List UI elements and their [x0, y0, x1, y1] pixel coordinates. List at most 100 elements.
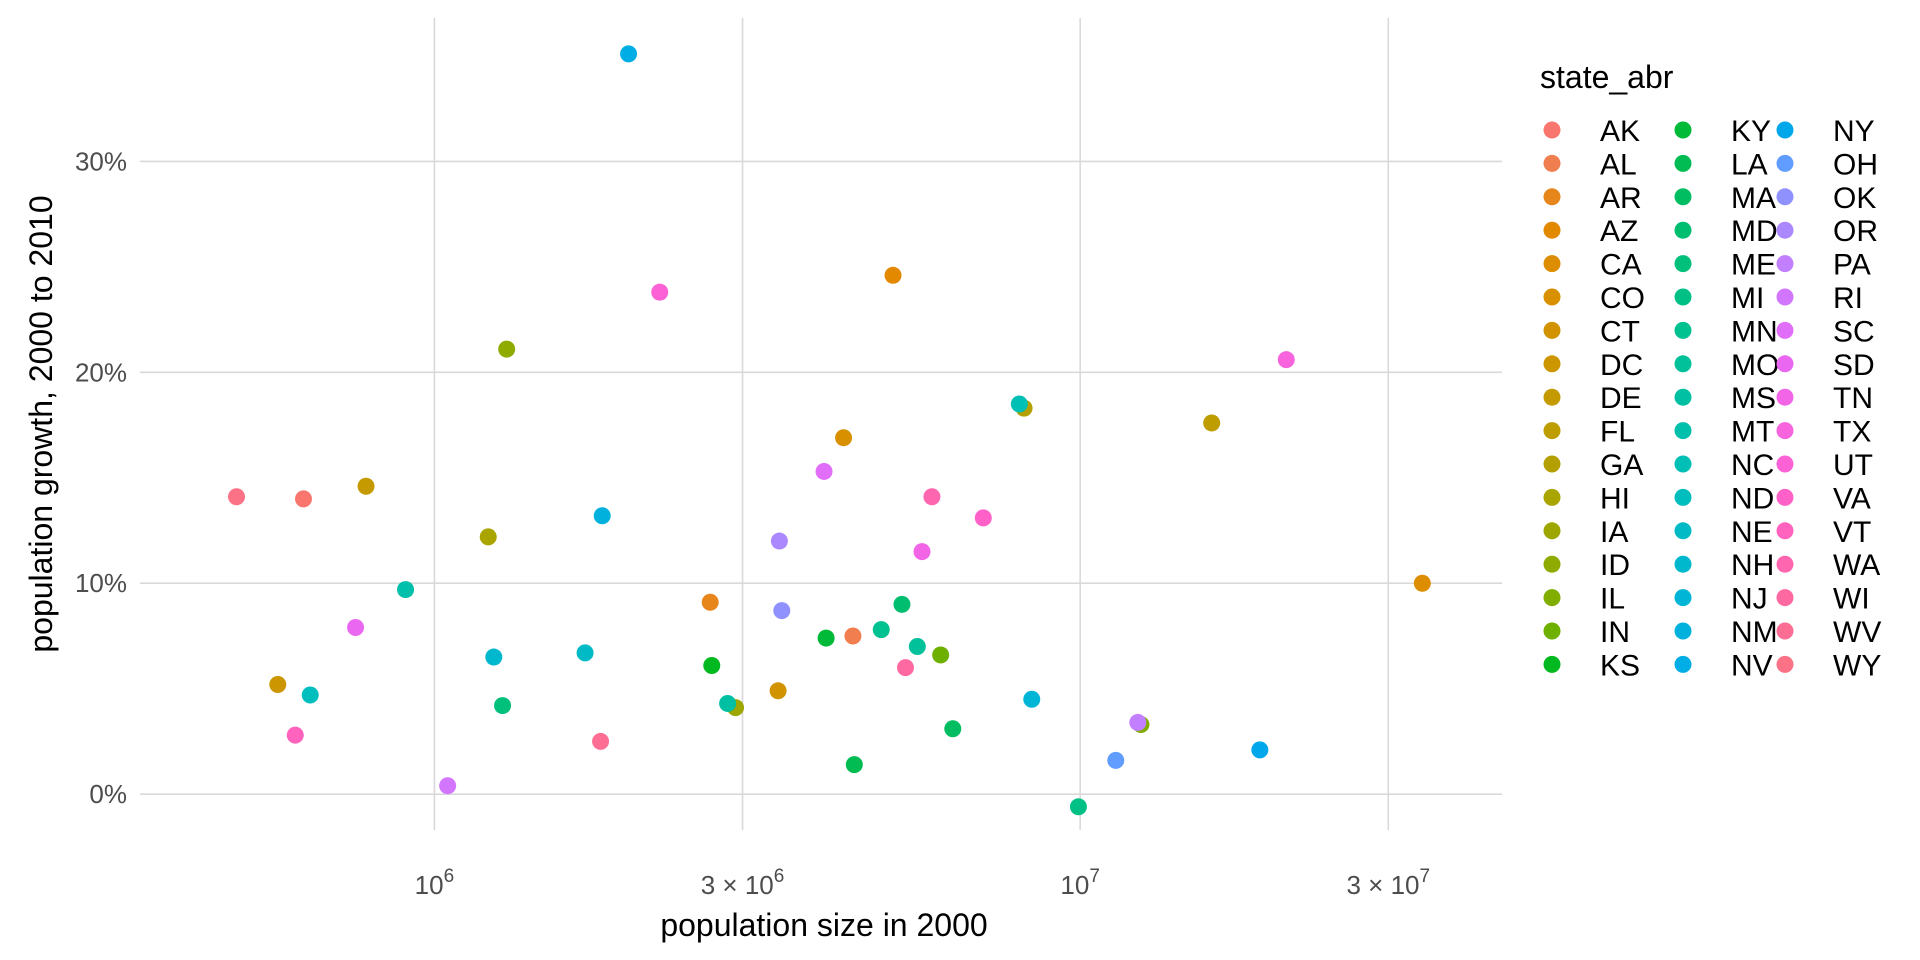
legend-label: RI	[1833, 282, 1863, 315]
legend-label: LA	[1731, 148, 1768, 181]
legend-key	[1674, 455, 1692, 473]
point-al	[844, 627, 862, 645]
legend-label: CA	[1600, 249, 1642, 282]
legend-key	[1543, 388, 1561, 406]
point-ak	[294, 490, 312, 508]
legend-key	[1776, 154, 1794, 172]
legend-item-nc: NC	[1674, 449, 1774, 482]
legend-key	[1543, 555, 1561, 573]
x-axis-ticks: 106 3 × 106 107 3 × 107	[415, 866, 1430, 900]
legend-label: FL	[1600, 416, 1635, 449]
x-tick-times-sign: ×	[1361, 870, 1391, 900]
legend-item-nj: NJ	[1674, 583, 1768, 616]
legend-label: ID	[1600, 549, 1630, 582]
legend-item-al: AL	[1543, 148, 1637, 181]
legend-label: DC	[1600, 349, 1643, 382]
x-axis-title: population size in 2000	[660, 907, 987, 943]
legend-label: IL	[1600, 583, 1625, 616]
legend-item-nd: ND	[1674, 482, 1774, 515]
legend-item-de: DE	[1543, 382, 1642, 415]
point-ne	[576, 644, 594, 662]
point-sc	[815, 462, 833, 480]
legend-item-ia: IA	[1543, 516, 1628, 549]
legend-item-dc: DC	[1543, 349, 1643, 382]
legend-item-md: MD	[1674, 215, 1778, 248]
x-tick-label: 106	[415, 866, 455, 900]
point-va	[974, 509, 992, 527]
point-ar	[701, 593, 719, 611]
legend-key	[1543, 321, 1561, 339]
legend-key	[1776, 455, 1794, 473]
point-az	[884, 266, 902, 284]
legend-label: AR	[1600, 182, 1642, 215]
y-tick-label: 30%	[75, 146, 127, 176]
x-tick-exponent: 7	[1089, 866, 1100, 887]
legend-label: KY	[1731, 115, 1771, 148]
legend-key	[1674, 655, 1692, 673]
legend-label: MS	[1731, 382, 1776, 415]
legend-item-ok: OK	[1776, 182, 1876, 215]
legend-label: ND	[1731, 482, 1774, 515]
legend-label: TX	[1833, 416, 1871, 449]
point-ny	[1251, 741, 1269, 759]
legend-item-fl: FL	[1543, 416, 1635, 449]
legend-label: CO	[1600, 282, 1645, 315]
legend-key	[1776, 555, 1794, 573]
legend-item-va: VA	[1776, 482, 1871, 515]
point-or	[770, 532, 788, 550]
point-hi	[479, 528, 497, 546]
legend-key	[1543, 255, 1561, 273]
legend-key	[1674, 622, 1692, 640]
legend-label: WA	[1833, 549, 1880, 582]
legend-label: MD	[1731, 215, 1778, 248]
point-ma	[944, 720, 962, 738]
legend-item-ga: GA	[1543, 449, 1643, 482]
legend-label: OK	[1833, 182, 1876, 215]
legend-label: MI	[1731, 282, 1764, 315]
legend-label: SC	[1833, 315, 1875, 348]
legend-label: IA	[1600, 516, 1628, 549]
legend-item-mn: MN	[1674, 315, 1778, 348]
point-vt	[286, 726, 304, 744]
legend-key	[1543, 154, 1561, 172]
legend-label: WY	[1833, 649, 1881, 682]
legend-label: MO	[1731, 349, 1779, 382]
legend-key	[1776, 655, 1794, 673]
legend-key	[1674, 522, 1692, 540]
point-pa	[1129, 713, 1147, 731]
legend-key	[1776, 422, 1794, 440]
legend-key	[1543, 121, 1561, 139]
legend-key	[1674, 121, 1692, 139]
legend-item-ky: KY	[1674, 115, 1771, 148]
legend-key	[1543, 422, 1561, 440]
legend-label: NC	[1731, 449, 1774, 482]
legend-label: DE	[1600, 382, 1642, 415]
y-tick-label: 0%	[89, 779, 127, 809]
point-wi	[896, 659, 914, 677]
legend-label: NM	[1731, 616, 1778, 649]
legend-label: UT	[1833, 449, 1873, 482]
legend-key	[1543, 288, 1561, 306]
point-nd	[301, 686, 319, 704]
legend-item-in: IN	[1543, 616, 1630, 649]
point-mi	[1069, 798, 1087, 816]
legend-key	[1674, 589, 1692, 607]
point-ms	[719, 694, 737, 712]
point-wv	[592, 732, 610, 750]
legend-key	[1674, 388, 1692, 406]
point-ca	[1413, 574, 1431, 592]
point-fl	[1203, 414, 1221, 432]
y-axis-ticks: 0% 10% 20% 30%	[75, 146, 127, 809]
legend-key	[1543, 355, 1561, 373]
x-tick-exponent: 7	[1420, 866, 1431, 887]
legend-item-mt: MT	[1674, 416, 1774, 449]
point-ky	[817, 629, 835, 647]
legend-key	[1674, 355, 1692, 373]
legend-key	[1674, 188, 1692, 206]
legend-key	[1674, 321, 1692, 339]
legend-label: CT	[1600, 315, 1640, 348]
x-tick-base: 10	[745, 870, 774, 900]
x-tick-exponent: 6	[444, 866, 455, 887]
legend-label: SD	[1833, 349, 1875, 382]
